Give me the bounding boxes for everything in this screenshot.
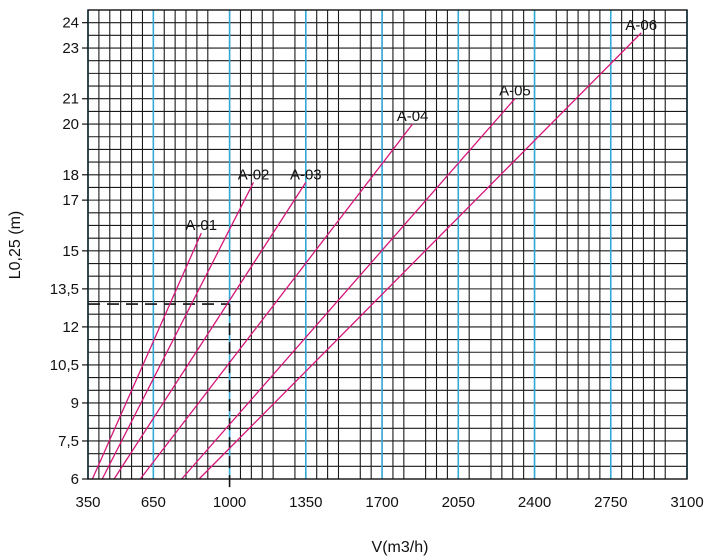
x-axis-title: V(m3/h) <box>372 539 429 556</box>
plot-border <box>87 9 688 480</box>
x-tick-label: 1700 <box>365 494 398 511</box>
x-tick-label: 2400 <box>518 494 551 511</box>
y-axis-ticks: 6 7,5 9 10,5 12 13,5 15 17 18 20 21 23 24 <box>50 15 88 488</box>
x-tick-label: 650 <box>141 494 166 511</box>
x-tick-label: 1350 <box>289 494 322 511</box>
y-tick-label: 23 <box>62 40 79 57</box>
x-tick-label: 2750 <box>594 494 627 511</box>
series-line-a-01 <box>91 232 202 480</box>
y-tick-label: 13,5 <box>50 281 79 298</box>
y-tick-label: 7,5 <box>58 433 79 450</box>
x-axis-ticks: 350 650 1000 1350 1700 2050 2400 2750 3100 <box>75 494 703 511</box>
y-tick-label: 10,5 <box>50 357 79 374</box>
y-tick-label: 12 <box>62 319 79 336</box>
y-tick-label: 24 <box>62 15 79 32</box>
series-lines <box>91 32 642 480</box>
series-label-a-05: A-05 <box>499 83 531 100</box>
series-labels: A-01 A-02 A-03 A-04 A-05 A-06 <box>185 17 657 234</box>
series-line-a-05 <box>181 98 516 480</box>
series-label-a-01: A-01 <box>185 217 217 234</box>
series-label-a-04: A-04 <box>397 108 429 125</box>
x-tick-label: 2050 <box>442 494 475 511</box>
reference-lines <box>88 303 231 493</box>
y-tick-label: 20 <box>62 116 79 133</box>
series-line-a-06 <box>198 32 642 480</box>
series-label-a-03: A-03 <box>290 166 322 183</box>
y-tick-label: 21 <box>62 91 79 108</box>
y-tick-label: 18 <box>62 167 79 184</box>
y-tick-label: 6 <box>71 471 79 488</box>
series-line-a-03 <box>113 182 307 480</box>
x-tick-label: 350 <box>75 494 100 511</box>
x-tick-label: 1000 <box>213 494 246 511</box>
series-line-a-02 <box>101 182 255 480</box>
x-tick-label: 3100 <box>670 494 703 511</box>
y-tick-label: 15 <box>62 243 79 260</box>
series-line-a-04 <box>139 123 414 480</box>
y-axis-title: L0,25 (m) <box>7 211 24 279</box>
plot-frame <box>87 9 688 480</box>
series-label-a-02: A-02 <box>238 166 270 183</box>
series-label-a-06: A-06 <box>625 17 657 34</box>
y-tick-label: 17 <box>62 192 79 209</box>
y-tick-label: 9 <box>71 395 79 412</box>
